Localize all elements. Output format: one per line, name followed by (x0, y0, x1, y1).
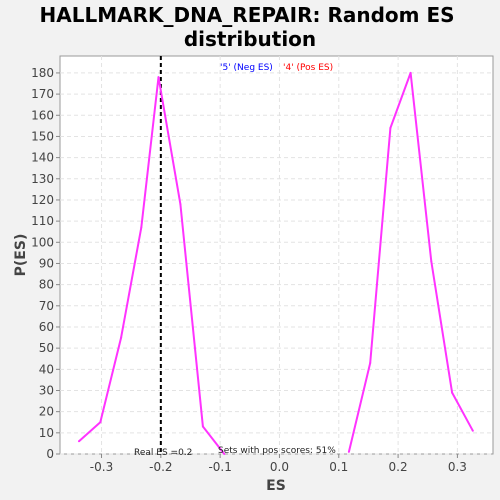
data-point (77, 440, 80, 443)
gridlines (60, 56, 493, 455)
y-tick-label: 90 (39, 256, 54, 270)
data-point (451, 391, 454, 394)
series-group (77, 71, 474, 455)
data-point (369, 361, 372, 364)
data-point (140, 226, 143, 229)
y-tick-label: 150 (31, 129, 54, 143)
data-point (409, 71, 412, 74)
data-point (157, 76, 160, 79)
data-point (471, 429, 474, 432)
data-point (430, 260, 433, 263)
data-point (201, 425, 204, 428)
y-tick-label: 70 (39, 299, 54, 313)
x-tick-label: -0.3 (90, 460, 113, 474)
data-point (389, 126, 392, 129)
plot-area (59, 55, 494, 455)
x-tick-label: 0.3 (448, 460, 467, 474)
y-tick-label: 120 (31, 193, 54, 207)
x-tick-label: -0.2 (149, 460, 172, 474)
y-tick-label: 180 (31, 66, 54, 80)
chart-title-line-1: HALLMARK_DNA_REPAIR: Random ES (39, 3, 454, 27)
y-tick-label: 80 (39, 278, 54, 292)
legend-neg-es: '5' (Neg ES) (220, 63, 273, 73)
y-tick-label: 60 (39, 320, 54, 334)
data-point (120, 336, 123, 339)
y-axis-label: P(ES) (13, 234, 29, 277)
y-tick-label: 160 (31, 108, 54, 122)
y-tick-label: 20 (39, 405, 54, 419)
y-tick-label: 30 (39, 383, 54, 397)
x-axis-ticks: -0.3 -0.2 -0.1 0.0 0.1 0.2 0.3 (90, 454, 467, 474)
x-tick-label: 0.1 (329, 460, 348, 474)
y-tick-label: 10 (39, 426, 54, 440)
y-tick-label: 140 (31, 151, 54, 165)
data-point (179, 203, 182, 206)
real-es-label: Real ES =0.2 (134, 448, 192, 458)
y-axis-ticks: 0 10 20 30 40 50 60 70 80 90 100 110 120 130 140 150 160… (31, 66, 60, 461)
data-point (347, 450, 350, 453)
x-tick-label: 0.2 (389, 460, 408, 474)
x-tick-label: -0.1 (208, 460, 231, 474)
y-tick-label: 170 (31, 87, 54, 101)
chart-title-line-2: distribution (184, 27, 316, 51)
y-tick-label: 50 (39, 341, 54, 355)
data-point (99, 421, 102, 424)
legend-pos-es: '4' (Pos ES) (283, 63, 333, 73)
y-tick-label: 110 (31, 214, 54, 228)
y-tick-label: 130 (31, 172, 54, 186)
pos-scores-annotation: Sets with pos scores: 51% (218, 446, 336, 456)
x-tick-label: 0.0 (270, 460, 289, 474)
x-axis-label: ES (266, 478, 286, 494)
y-tick-label: 0 (46, 447, 54, 461)
y-tick-label: 100 (31, 235, 54, 249)
data-point (223, 453, 226, 455)
y-tick-label: 40 (39, 362, 54, 376)
series-line-0 (78, 76, 226, 455)
